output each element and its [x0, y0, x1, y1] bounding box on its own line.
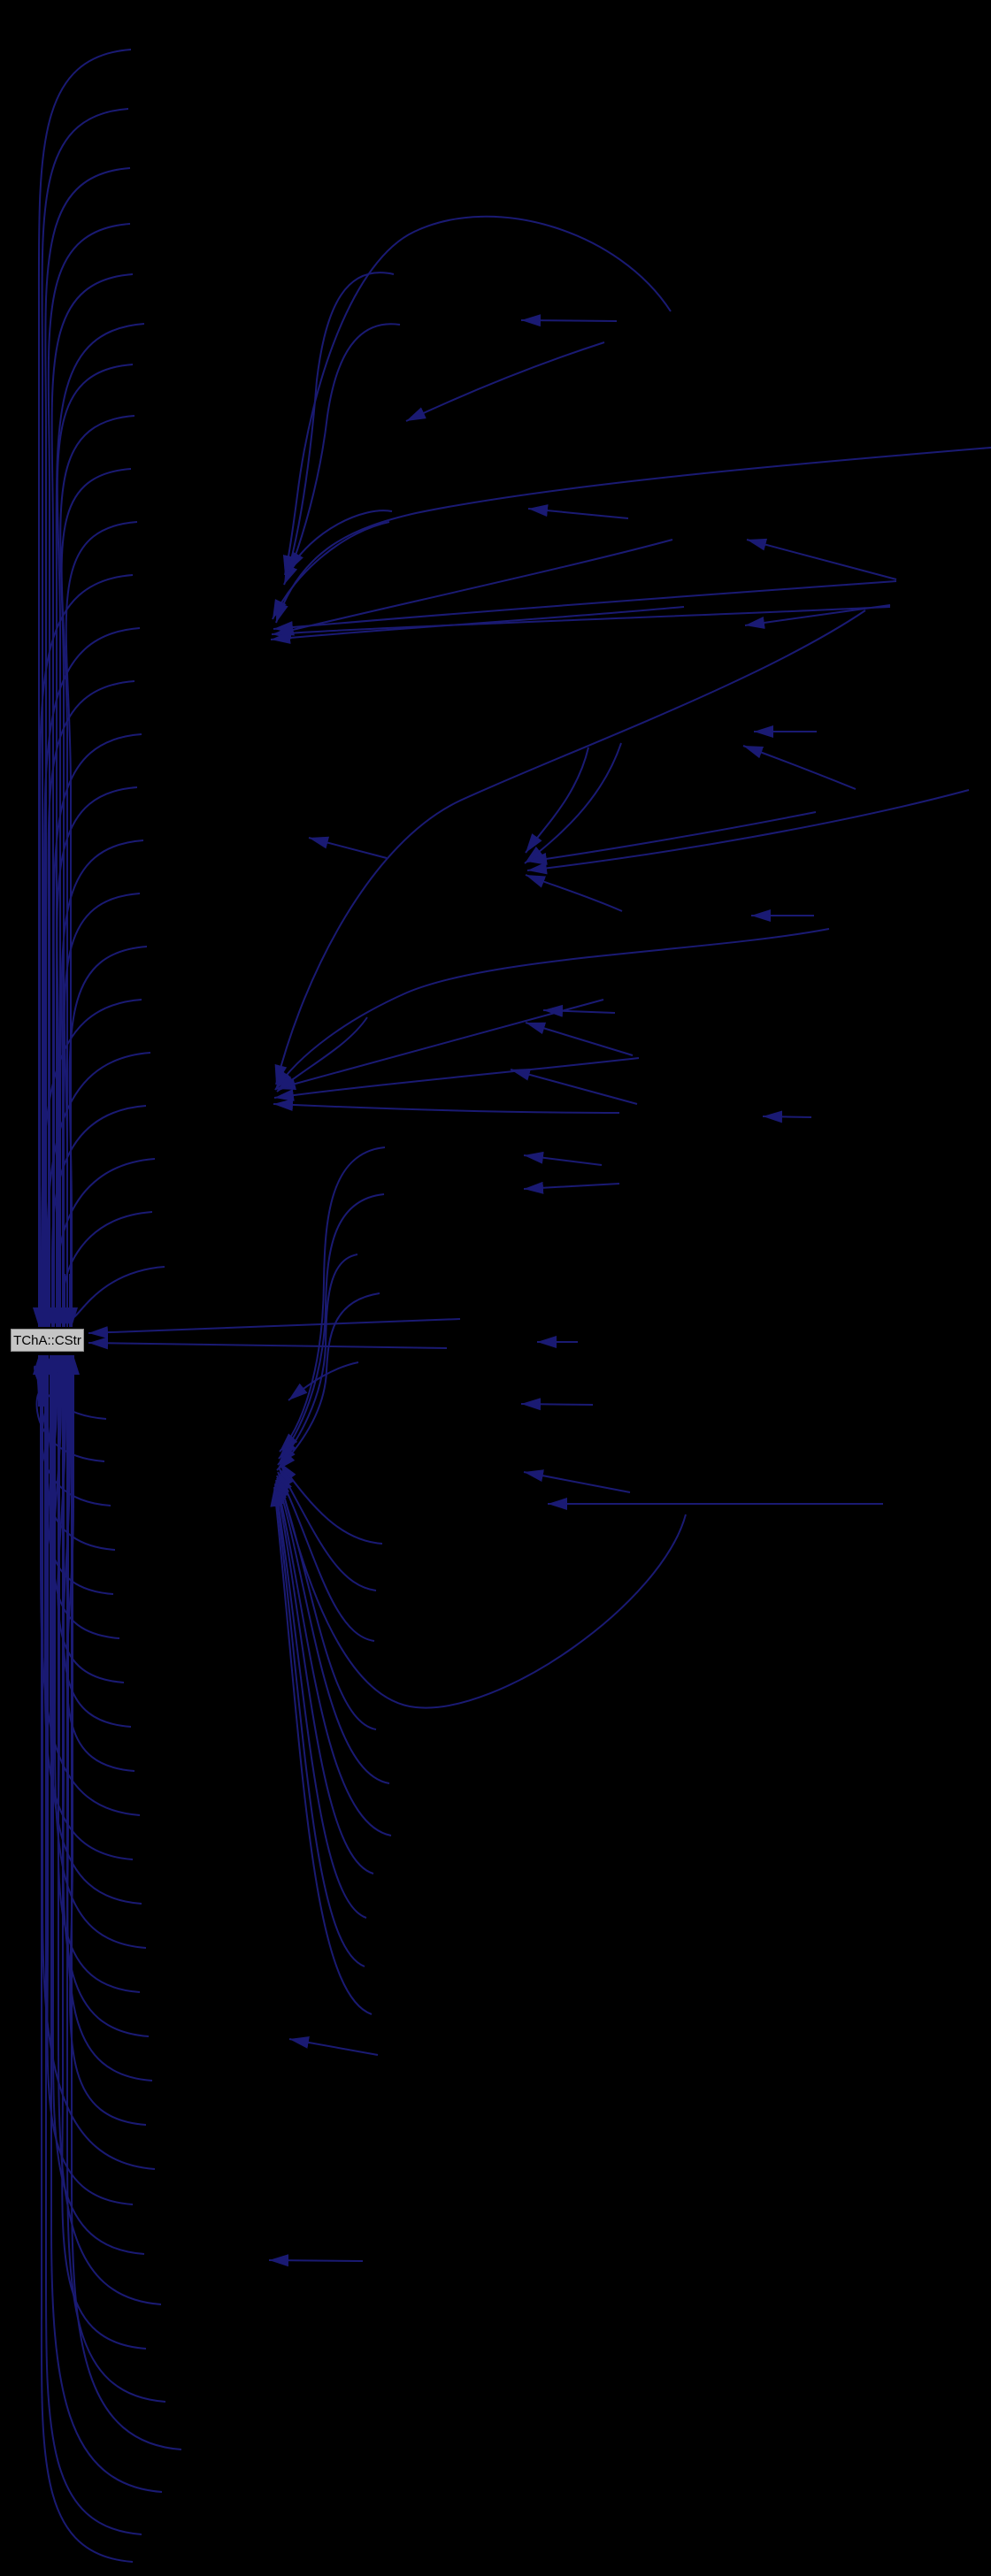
graph-edge: [271, 606, 891, 640]
graph-edge: [271, 1484, 365, 1967]
graph-edge: [65, 946, 148, 1327]
graph-edge: [35, 1355, 134, 2563]
graph-edge: [40, 1355, 142, 2535]
graph-edge: [523, 1469, 631, 1493]
graph-node-tcha-cstr[interactable]: TChA::CStr: [11, 1329, 84, 1352]
graph-edge: [276, 1477, 390, 1784]
graph-edge: [742, 745, 857, 790]
graph-edge: [34, 574, 134, 1327]
graph-edge: [526, 811, 817, 865]
graph-edge: [275, 999, 604, 1091]
graph-edge: [405, 341, 605, 422]
graph-edge: [51, 1158, 156, 1327]
graph-edge: [542, 1004, 616, 1017]
graph-edge: [527, 504, 629, 519]
graph-edge: [510, 1069, 638, 1105]
graph-edge: [65, 1355, 182, 2450]
graph-edge: [60, 468, 132, 1327]
graph-edge: [57, 840, 144, 1327]
graph-edge: [65, 521, 138, 1327]
graph-edge: [268, 2254, 364, 2267]
graph-edge: [57, 1355, 147, 2350]
graph-edge: [273, 1098, 620, 1114]
graph-edge: [288, 1361, 359, 1401]
graph-edge: [273, 1057, 640, 1101]
graph-edge: [277, 1254, 358, 1466]
graph-edge: [41, 1052, 151, 1327]
graph-edge: [40, 167, 131, 1327]
graph-edge: [278, 1193, 385, 1460]
graph-edge: [61, 893, 141, 1327]
graph-edge: [275, 447, 991, 624]
graph-edge: [50, 323, 145, 1327]
graph-edge: [283, 323, 401, 586]
graph-edge: [762, 1110, 812, 1123]
graph-edge: [273, 1481, 374, 1874]
graph-edge: [746, 538, 897, 580]
graph-edge: [520, 314, 618, 327]
graph-edge: [288, 510, 393, 572]
graph-edge: [36, 1355, 156, 2170]
graph-edge: [274, 1479, 392, 1836]
graph-edge: [47, 273, 134, 1327]
graph-edge: [64, 1266, 165, 1327]
graph-edge: [288, 2036, 379, 2056]
graph-edge: [524, 742, 622, 864]
graph-edge: [42, 1355, 134, 2205]
graph-edge: [282, 215, 672, 576]
graph-edge: [54, 364, 134, 1327]
graph-edge: [276, 1292, 380, 1471]
graph-edge: [525, 1022, 634, 1056]
graph-edge: [36, 108, 129, 1327]
graph-node-label: TChA::CStr: [13, 1332, 81, 1348]
graph-edge: [525, 874, 623, 912]
graph-edge: [525, 747, 589, 854]
graph-edge: [276, 1016, 368, 1092]
graph-edge: [526, 789, 970, 875]
graph-edge: [277, 1473, 687, 1709]
graph-edge: [33, 49, 132, 1327]
graph-edge: [47, 1355, 145, 2255]
fan-top-edges: [33, 49, 165, 1327]
graph-edge: [38, 627, 141, 1327]
graph-edge: [744, 604, 891, 629]
graph-edge: [42, 680, 135, 1327]
graph-edge: [35, 999, 142, 1327]
graph-edge: [58, 415, 135, 1327]
graph-edge: [46, 1105, 147, 1327]
graph-edge: [272, 521, 390, 620]
free-arrow-edges: [88, 314, 897, 2267]
graph-edge: [276, 1475, 377, 1730]
graph-edge: [270, 606, 685, 644]
graph-edge: [88, 1337, 448, 1350]
graph-edge: [308, 836, 388, 859]
graph-edge: [43, 223, 131, 1327]
graph-edge: [279, 1146, 386, 1453]
graph-edge: [274, 610, 866, 1085]
graph-edge: [273, 539, 673, 636]
fan-bottom-edges: [33, 1355, 182, 2563]
graph-edge: [520, 1398, 594, 1411]
graph-edge: [61, 1355, 166, 2403]
cluster-edges: [270, 215, 991, 2015]
graph-edge: [62, 1355, 153, 2082]
graph-edge: [52, 786, 138, 1327]
graph-edge: [45, 1355, 163, 2493]
graph-edge: [88, 1318, 461, 1339]
graph-edge: [523, 1181, 620, 1194]
graph-edge: [270, 1486, 373, 2015]
graph-edge: [48, 733, 142, 1327]
graph-edge: [66, 1355, 147, 2126]
graph-edge: [58, 1211, 153, 1327]
graph-edge: [273, 580, 897, 634]
graph-edge: [277, 1471, 375, 1642]
graph-edge: [285, 272, 395, 580]
graph-edge: [523, 1151, 603, 1166]
graph-edge: [274, 928, 830, 1091]
graph-edge: [272, 1483, 367, 1919]
graph-edge: [58, 1355, 150, 2037]
